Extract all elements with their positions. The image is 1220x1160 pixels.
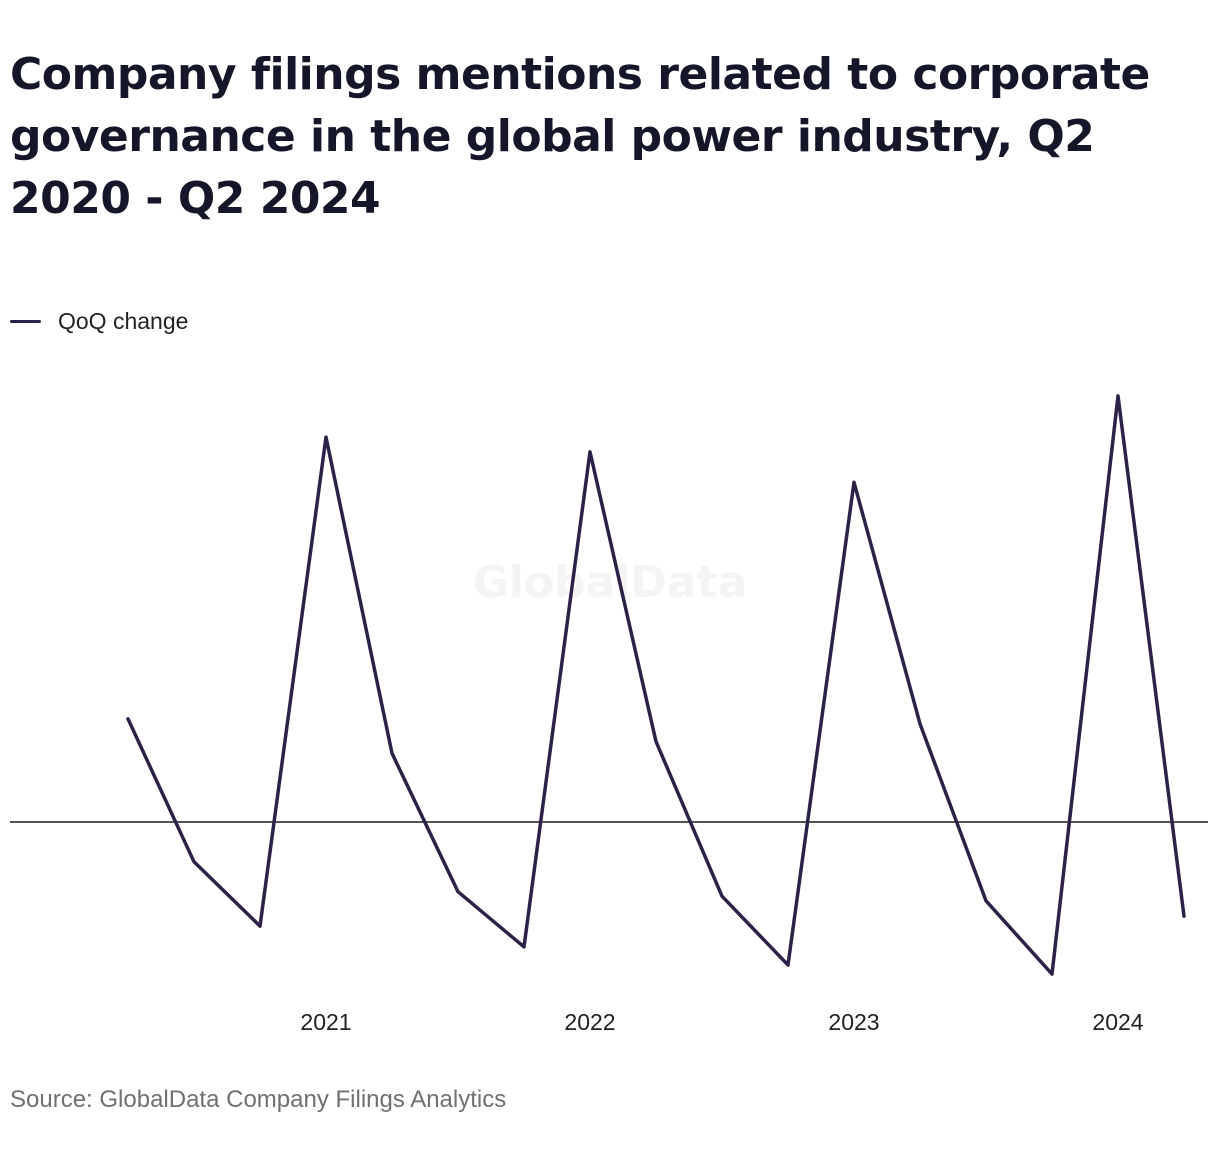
data-point-q4-2021[interactable] — [519, 942, 529, 952]
data-point-q3-2021[interactable] — [453, 887, 463, 897]
series-line-qoq-change — [126, 394, 1186, 976]
source-note: Source: GlobalData Company Filings Analy… — [10, 1086, 507, 1113]
watermark: GlobalData — [473, 557, 748, 608]
data-point-q2-2023[interactable] — [915, 719, 925, 729]
data-point-q1-2024[interactable] — [1113, 391, 1123, 401]
legend-swatch-qoq-change — [10, 319, 41, 323]
data-point-q3-2023[interactable] — [981, 896, 991, 906]
x-tick-label-2021: 2021 — [300, 1009, 351, 1035]
data-point-q3-2022[interactable] — [717, 891, 727, 901]
data-point-q2-2024[interactable] — [1179, 911, 1189, 921]
legend: QoQ change — [10, 306, 188, 336]
legend-label-qoq-change: QoQ change — [58, 307, 189, 334]
data-point-q4-2022[interactable] — [783, 960, 793, 970]
x-tick-label-2024: 2024 — [1092, 1009, 1143, 1035]
data-point-q1-2022[interactable] — [585, 447, 595, 457]
data-point-q1-2023[interactable] — [849, 477, 859, 487]
data-point-q4-2020[interactable] — [255, 921, 265, 931]
data-point-q3-2020[interactable] — [189, 857, 199, 867]
x-tick-label-2022: 2022 — [564, 1009, 615, 1035]
data-point-q2-2020[interactable] — [123, 714, 133, 724]
chart-title: Company filings mentions related to corp… — [10, 49, 1150, 224]
x-tick-label-2023: 2023 — [828, 1009, 879, 1035]
data-point-q1-2021[interactable] — [321, 432, 331, 442]
data-point-q2-2021[interactable] — [387, 748, 397, 758]
line-chart: GlobalData 2021 2022 2023 2024 — [10, 391, 1208, 1035]
data-point-q2-2022[interactable] — [651, 736, 661, 746]
data-point-q4-2023[interactable] — [1047, 969, 1057, 979]
